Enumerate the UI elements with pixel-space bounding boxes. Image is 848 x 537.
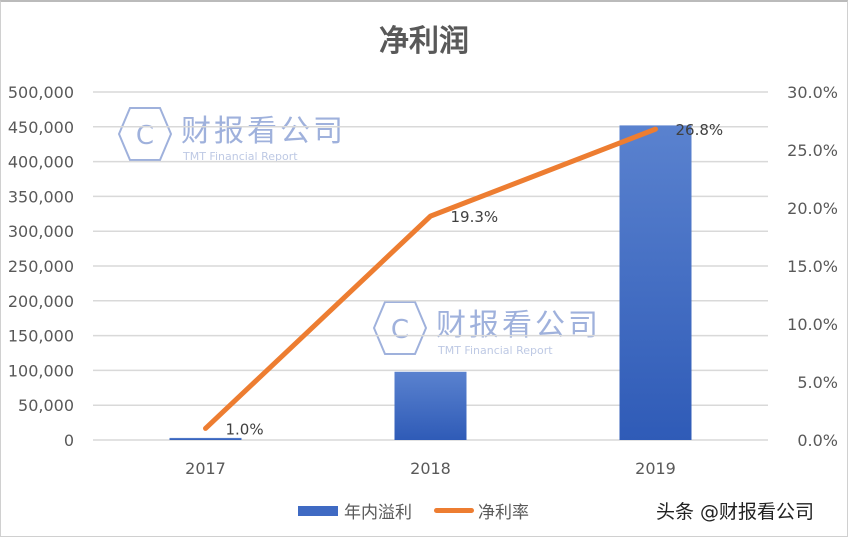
y-left-tick: 300,000 <box>8 222 74 241</box>
svg-text:C: C <box>391 315 409 345</box>
svg-text:C: C <box>136 121 154 151</box>
data-label: 19.3% <box>451 208 499 226</box>
watermark-center: C 财报看公司 TMT Financial Report <box>370 298 601 358</box>
y-right-tick: 25.0% <box>787 141 838 160</box>
line-swatch-icon <box>434 508 474 513</box>
x-tick: 2018 <box>410 459 451 478</box>
source-credit: 头条 @财报看公司 <box>656 501 815 523</box>
y-left-tick: 250,000 <box>8 257 74 276</box>
y-right-tick: 30.0% <box>787 83 838 102</box>
y-left-tick: 200,000 <box>8 292 74 311</box>
x-tick: 2019 <box>635 459 676 478</box>
y-left-tick: 350,000 <box>8 187 74 206</box>
y-right-tick: 5.0% <box>797 373 838 392</box>
watermark: C 财报看公司 TMT Financial Report <box>115 104 346 164</box>
logo-icon: C <box>117 107 173 161</box>
bar[interactable] <box>619 125 692 441</box>
margin-line[interactable] <box>203 126 658 431</box>
bar-swatch-icon <box>298 505 338 516</box>
y-left-tick: 400,000 <box>8 153 74 172</box>
legend-item-margin[interactable]: 净利率 <box>434 498 529 523</box>
y-right-tick: 15.0% <box>787 257 838 276</box>
y-left-tick: 0 <box>64 431 74 450</box>
y-right-tick: 10.0% <box>787 315 838 334</box>
chart-title: 净利润 <box>379 24 469 59</box>
data-label: 1.0% <box>226 420 264 438</box>
y-left-tick: 100,000 <box>8 361 74 380</box>
x-tick: 2017 <box>185 459 226 478</box>
y-right-tick: 0.0% <box>797 431 838 450</box>
y-left-tick: 500,000 <box>8 83 74 102</box>
y-left-tick: 150,000 <box>8 327 74 346</box>
logo-icon: C <box>372 301 428 355</box>
bar[interactable] <box>394 371 467 440</box>
y-right-tick: 20.0% <box>787 199 838 218</box>
data-label: 26.8% <box>676 121 724 139</box>
y-left-tick: 450,000 <box>8 118 74 137</box>
legend: 年内溢利 净利率 <box>298 498 551 523</box>
y-left-tick: 50,000 <box>18 396 74 415</box>
bar[interactable] <box>169 437 242 440</box>
legend-item-profit[interactable]: 年内溢利 <box>298 498 412 523</box>
